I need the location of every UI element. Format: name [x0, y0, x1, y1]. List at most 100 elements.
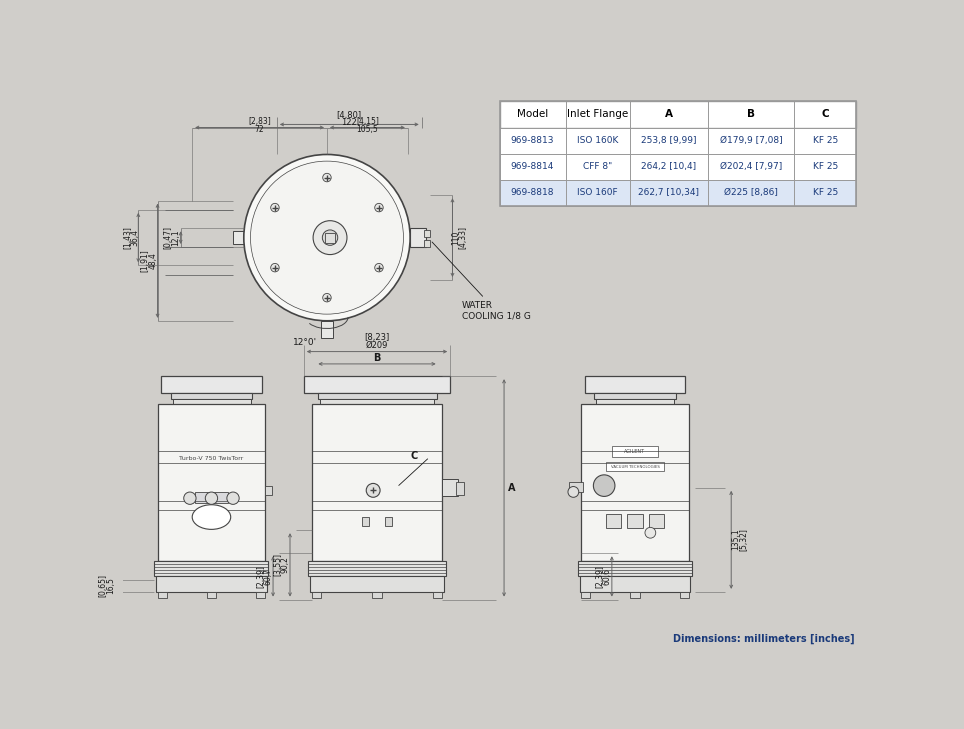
Bar [173, 399, 251, 404]
Text: C: C [821, 109, 829, 120]
Bar [569, 483, 582, 492]
Bar [597, 399, 674, 404]
Bar [157, 592, 167, 598]
Text: [0,47]: [0,47] [164, 226, 173, 249]
Text: [8,23]: [8,23] [364, 333, 389, 342]
Bar [362, 517, 369, 526]
Bar [318, 393, 437, 399]
Circle shape [645, 527, 656, 538]
Text: Ø202,4 [7,97]: Ø202,4 [7,97] [720, 163, 783, 171]
Circle shape [251, 161, 404, 314]
Text: [1,91]: [1,91] [141, 249, 149, 272]
Text: Inlet Flange: Inlet Flange [567, 109, 628, 120]
Text: ISO 160F: ISO 160F [576, 189, 618, 198]
Bar [500, 101, 856, 128]
Circle shape [594, 475, 615, 496]
Bar [308, 561, 445, 577]
Bar [581, 592, 590, 598]
Text: [4,33]: [4,33] [459, 226, 468, 249]
Bar [433, 592, 442, 598]
Bar [630, 592, 639, 598]
Circle shape [323, 174, 332, 182]
Bar [578, 561, 692, 577]
Text: CFF 8": CFF 8" [582, 163, 612, 171]
Bar [612, 446, 658, 457]
Text: A: A [508, 483, 516, 493]
Text: 12,1: 12,1 [172, 230, 180, 246]
Text: Turbo-V 750 TwisTorr: Turbo-V 750 TwisTorr [179, 456, 244, 461]
Text: 135,1: 135,1 [732, 529, 740, 550]
Text: 60,7: 60,7 [264, 568, 273, 585]
Bar [171, 393, 253, 399]
Circle shape [568, 486, 578, 497]
Circle shape [227, 492, 239, 504]
Text: 90,2: 90,2 [281, 556, 290, 573]
Text: 122: 122 [341, 117, 358, 127]
Text: Ø209: Ø209 [365, 341, 388, 350]
Ellipse shape [192, 504, 230, 529]
Circle shape [271, 263, 280, 272]
Bar [628, 514, 643, 528]
Bar [207, 592, 216, 598]
Bar [304, 376, 450, 393]
Text: 72: 72 [254, 125, 264, 133]
Text: 969-8813: 969-8813 [511, 136, 554, 145]
Bar [161, 376, 261, 393]
Text: WATER
COOLING 1/8 G: WATER COOLING 1/8 G [432, 242, 530, 321]
Bar [310, 577, 444, 592]
Circle shape [313, 221, 347, 254]
Text: 36,4: 36,4 [131, 229, 140, 246]
Text: [2,39]: [2,39] [256, 565, 265, 588]
Bar [500, 101, 856, 206]
Circle shape [184, 492, 196, 504]
Bar [265, 486, 272, 495]
Bar [442, 480, 458, 496]
Text: [4,80]: [4,80] [336, 111, 362, 120]
Text: ISO 160K: ISO 160K [576, 136, 618, 145]
Text: 48,4: 48,4 [148, 252, 157, 269]
Text: 16,5: 16,5 [106, 577, 115, 594]
Bar [424, 230, 430, 237]
Text: Model: Model [517, 109, 549, 120]
Bar [500, 154, 856, 180]
Bar [649, 514, 664, 528]
Text: [2,83]: [2,83] [248, 117, 271, 126]
Text: [2,39]: [2,39] [595, 565, 604, 588]
Text: KF 25: KF 25 [813, 163, 838, 171]
Bar [581, 404, 689, 561]
Text: [1,43]: [1,43] [123, 226, 132, 249]
Text: [0,65]: [0,65] [98, 574, 107, 597]
Circle shape [375, 263, 384, 272]
Bar [605, 462, 664, 472]
Bar [424, 240, 430, 247]
Bar [594, 393, 676, 399]
Text: Dimensions: millimeters [inches]: Dimensions: millimeters [inches] [673, 634, 854, 644]
Text: AGILENT: AGILENT [625, 449, 646, 454]
Text: KF 25: KF 25 [813, 189, 838, 198]
Text: 969-8818: 969-8818 [511, 189, 554, 198]
Bar [385, 517, 392, 526]
Bar [320, 399, 434, 404]
Bar [605, 514, 621, 528]
Circle shape [205, 492, 218, 504]
Circle shape [271, 203, 280, 212]
Text: 110: 110 [451, 230, 460, 245]
Bar [500, 180, 856, 206]
Bar [456, 483, 464, 495]
Text: [5,32]: [5,32] [739, 528, 748, 551]
Text: 264,2 [10,4]: 264,2 [10,4] [641, 163, 696, 171]
Bar [233, 232, 244, 243]
Bar [680, 592, 689, 598]
Text: A: A [665, 109, 673, 120]
Bar [157, 404, 265, 561]
Text: Ø179,9 [7,08]: Ø179,9 [7,08] [720, 136, 783, 145]
Bar [311, 404, 442, 561]
Bar [256, 592, 265, 598]
Text: 105,5: 105,5 [357, 125, 378, 133]
Circle shape [244, 155, 410, 321]
Circle shape [322, 230, 337, 246]
Circle shape [323, 294, 332, 302]
Bar [372, 592, 382, 598]
Text: 253,8 [9,99]: 253,8 [9,99] [641, 136, 697, 145]
Bar [500, 128, 856, 154]
